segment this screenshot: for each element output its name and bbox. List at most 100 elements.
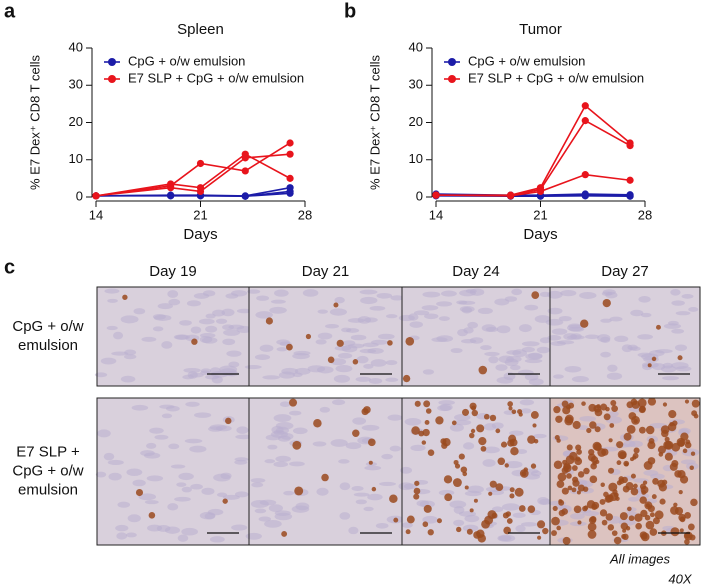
stained-cell <box>122 294 128 300</box>
stained-cell <box>489 414 497 422</box>
stained-cell <box>225 417 232 425</box>
cell <box>614 335 629 343</box>
panel-label: c <box>4 256 15 278</box>
stained-cell <box>568 402 575 409</box>
stained-cell <box>561 508 568 515</box>
stained-cell <box>642 480 648 485</box>
cell <box>223 329 240 336</box>
stained-cell <box>607 467 615 474</box>
stained-cell <box>593 442 602 451</box>
cell <box>608 411 619 417</box>
stained-cell <box>443 475 453 484</box>
cell <box>245 532 262 540</box>
cell <box>141 336 157 342</box>
stained-cell <box>676 437 686 447</box>
cell <box>461 306 473 314</box>
cell <box>334 345 352 351</box>
stained-cell <box>573 505 582 514</box>
cell <box>624 511 638 517</box>
stained-cell <box>393 517 399 523</box>
row-label: emulsion <box>18 337 78 354</box>
cell <box>637 352 653 358</box>
cell <box>274 289 289 297</box>
cell <box>571 376 589 383</box>
cell <box>276 347 288 352</box>
stained-cell <box>427 449 435 456</box>
cell <box>120 315 139 324</box>
stained-cell <box>624 462 629 467</box>
cell <box>464 514 480 523</box>
stained-cell <box>484 515 494 525</box>
y-axis-label: % E7 Dex⁺ CD8 T cells <box>367 55 382 190</box>
cell <box>607 364 618 372</box>
stained-cell <box>611 405 618 412</box>
cell <box>636 493 650 499</box>
y-axis-label: % E7 Dex⁺ CD8 T cells <box>27 55 42 190</box>
cell <box>638 295 651 303</box>
cell <box>488 356 499 364</box>
cell <box>170 464 186 469</box>
cell <box>275 455 291 463</box>
x-tick-label: 28 <box>298 207 312 222</box>
data-point <box>286 139 294 147</box>
cell <box>424 313 439 320</box>
cell <box>355 499 367 505</box>
stained-cell <box>363 406 371 414</box>
cell <box>662 376 680 381</box>
stained-cell <box>660 425 670 434</box>
stained-cell <box>619 512 628 521</box>
cell <box>146 475 164 482</box>
cell <box>222 338 236 346</box>
stained-cell <box>305 333 312 340</box>
stained-cell <box>333 302 339 308</box>
column-header: Day 27 <box>601 263 649 280</box>
cell <box>353 492 370 497</box>
cell <box>511 288 523 296</box>
data-point <box>432 191 440 199</box>
cell <box>480 345 492 351</box>
cell <box>528 378 544 386</box>
stained-cell <box>425 408 432 414</box>
cell <box>161 413 173 419</box>
cell <box>146 442 157 449</box>
stained-cell <box>574 457 583 466</box>
stained-cell <box>634 513 643 522</box>
stained-cell <box>473 498 478 503</box>
row-label: emulsion <box>18 481 78 498</box>
cell <box>454 413 471 421</box>
cell <box>675 311 691 316</box>
cell <box>222 494 240 500</box>
stained-cell <box>476 424 485 433</box>
stained-cell <box>587 530 597 539</box>
stained-cell <box>389 494 398 504</box>
stained-cell <box>471 405 476 411</box>
cell <box>516 449 528 455</box>
cell <box>149 427 164 434</box>
cell <box>264 519 282 528</box>
cell <box>556 340 575 345</box>
cell <box>385 314 398 319</box>
stained-cell <box>612 489 618 495</box>
stained-cell <box>657 445 667 454</box>
stained-cell <box>564 416 574 426</box>
stained-cell <box>523 467 529 472</box>
stained-cell <box>586 427 592 434</box>
stained-cell <box>507 439 515 447</box>
cell <box>439 403 453 411</box>
cell <box>421 305 439 311</box>
stained-cell <box>462 471 468 477</box>
stained-cell <box>444 493 453 502</box>
cell <box>104 288 120 294</box>
stained-cell <box>435 416 444 425</box>
cell <box>491 422 504 429</box>
stained-cell <box>615 496 620 501</box>
stained-cell <box>649 528 658 536</box>
cell <box>512 512 526 518</box>
cell <box>255 311 273 319</box>
stained-cell <box>632 452 639 459</box>
stained-cell <box>613 536 622 545</box>
cell <box>560 290 577 297</box>
cell <box>267 444 278 450</box>
stained-cell <box>551 530 557 537</box>
stained-cell <box>265 317 273 325</box>
